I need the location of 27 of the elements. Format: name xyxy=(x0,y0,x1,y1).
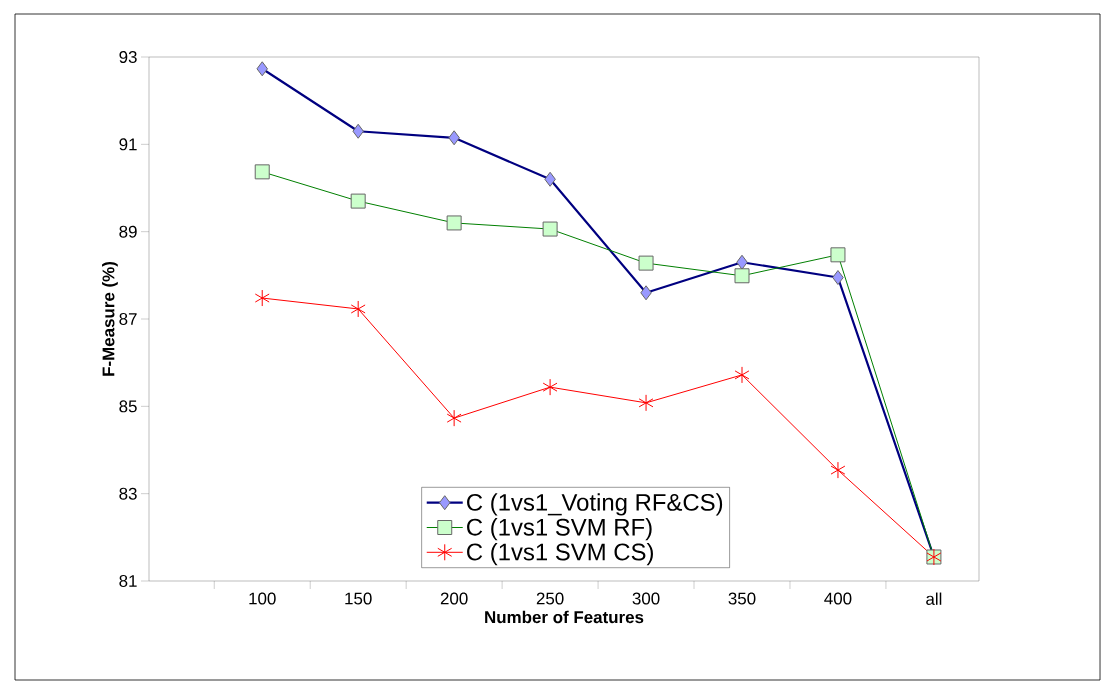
point xyxy=(254,289,270,307)
x-tick-label: 250 xyxy=(536,592,564,605)
y-tick-label: 81 xyxy=(119,575,137,588)
y-tick-label: 83 xyxy=(119,487,137,500)
point xyxy=(542,378,558,396)
y-tick-label: 87 xyxy=(119,313,137,326)
x-tick-label: 150 xyxy=(345,592,372,605)
point xyxy=(638,394,654,412)
x-axis-title: Number of Features xyxy=(485,610,644,624)
legend-label: C (1vs1 SVM CS) xyxy=(467,542,653,566)
x-tick-label: 100 xyxy=(249,592,276,605)
x-tick-label: 400 xyxy=(824,592,852,605)
x-tick-label: 200 xyxy=(440,592,468,605)
y-tick-label: 85 xyxy=(119,400,137,413)
point xyxy=(350,300,366,318)
legend-label: C (1vs1 SVM RF) xyxy=(467,518,652,541)
legend-label: C (1vs1_Voting RF&CS) xyxy=(467,493,723,516)
y-tick-label: 89 xyxy=(119,225,137,238)
x-tick-label: 300 xyxy=(632,592,660,605)
x-tick-label: 350 xyxy=(728,592,756,605)
point xyxy=(446,409,462,427)
point xyxy=(734,366,750,384)
y-axis-title: F-Measure (%) xyxy=(102,262,118,376)
point xyxy=(830,461,846,479)
y-tick-label: 91 xyxy=(119,138,137,151)
x-tick-label: all xyxy=(926,592,942,605)
y-tick-label: 93 xyxy=(119,51,137,63)
